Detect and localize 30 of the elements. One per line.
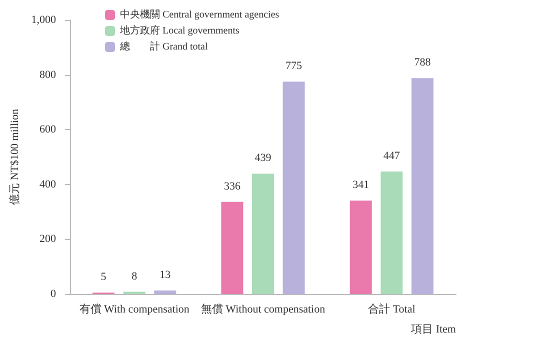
data-label: 5 bbox=[100, 271, 107, 284]
y-tick-label: 200 bbox=[40, 233, 56, 246]
y-axis-title: 億元 NT$100 million bbox=[8, 108, 21, 205]
y-tick-label: 400 bbox=[40, 178, 56, 190]
legend-label: 中央機關 Central government agencies bbox=[120, 8, 280, 20]
bar bbox=[350, 200, 372, 294]
bar bbox=[252, 174, 274, 294]
data-label: 447 bbox=[383, 150, 400, 162]
legend-label: 地方政府 Local governments bbox=[119, 24, 240, 36]
bar bbox=[282, 82, 305, 294]
y-tick-label: 800 bbox=[40, 68, 56, 81]
bar bbox=[380, 172, 403, 294]
y-tick-label: 1,000 bbox=[31, 14, 56, 26]
y-tick-label: 0 bbox=[50, 288, 56, 300]
data-label: 775 bbox=[286, 60, 303, 72]
x-tick-label: 有償 With compensation bbox=[79, 304, 190, 316]
x-axis-title: 項目 Item bbox=[411, 324, 456, 336]
data-label: 788 bbox=[414, 56, 432, 69]
bar bbox=[154, 290, 176, 294]
data-label: 439 bbox=[254, 152, 272, 164]
bar bbox=[411, 78, 434, 294]
data-label: 8 bbox=[132, 270, 138, 282]
y-tick-label: 600 bbox=[40, 124, 56, 136]
x-tick-label: 無償 Without compensation bbox=[200, 304, 326, 316]
legend-label: 總 計 Grand total bbox=[119, 40, 208, 52]
data-label: 341 bbox=[352, 179, 370, 192]
bar bbox=[221, 202, 244, 294]
data-label: 336 bbox=[224, 180, 241, 192]
data-label: 13 bbox=[160, 268, 172, 281]
x-tick-label: 合計 Total bbox=[368, 302, 416, 316]
